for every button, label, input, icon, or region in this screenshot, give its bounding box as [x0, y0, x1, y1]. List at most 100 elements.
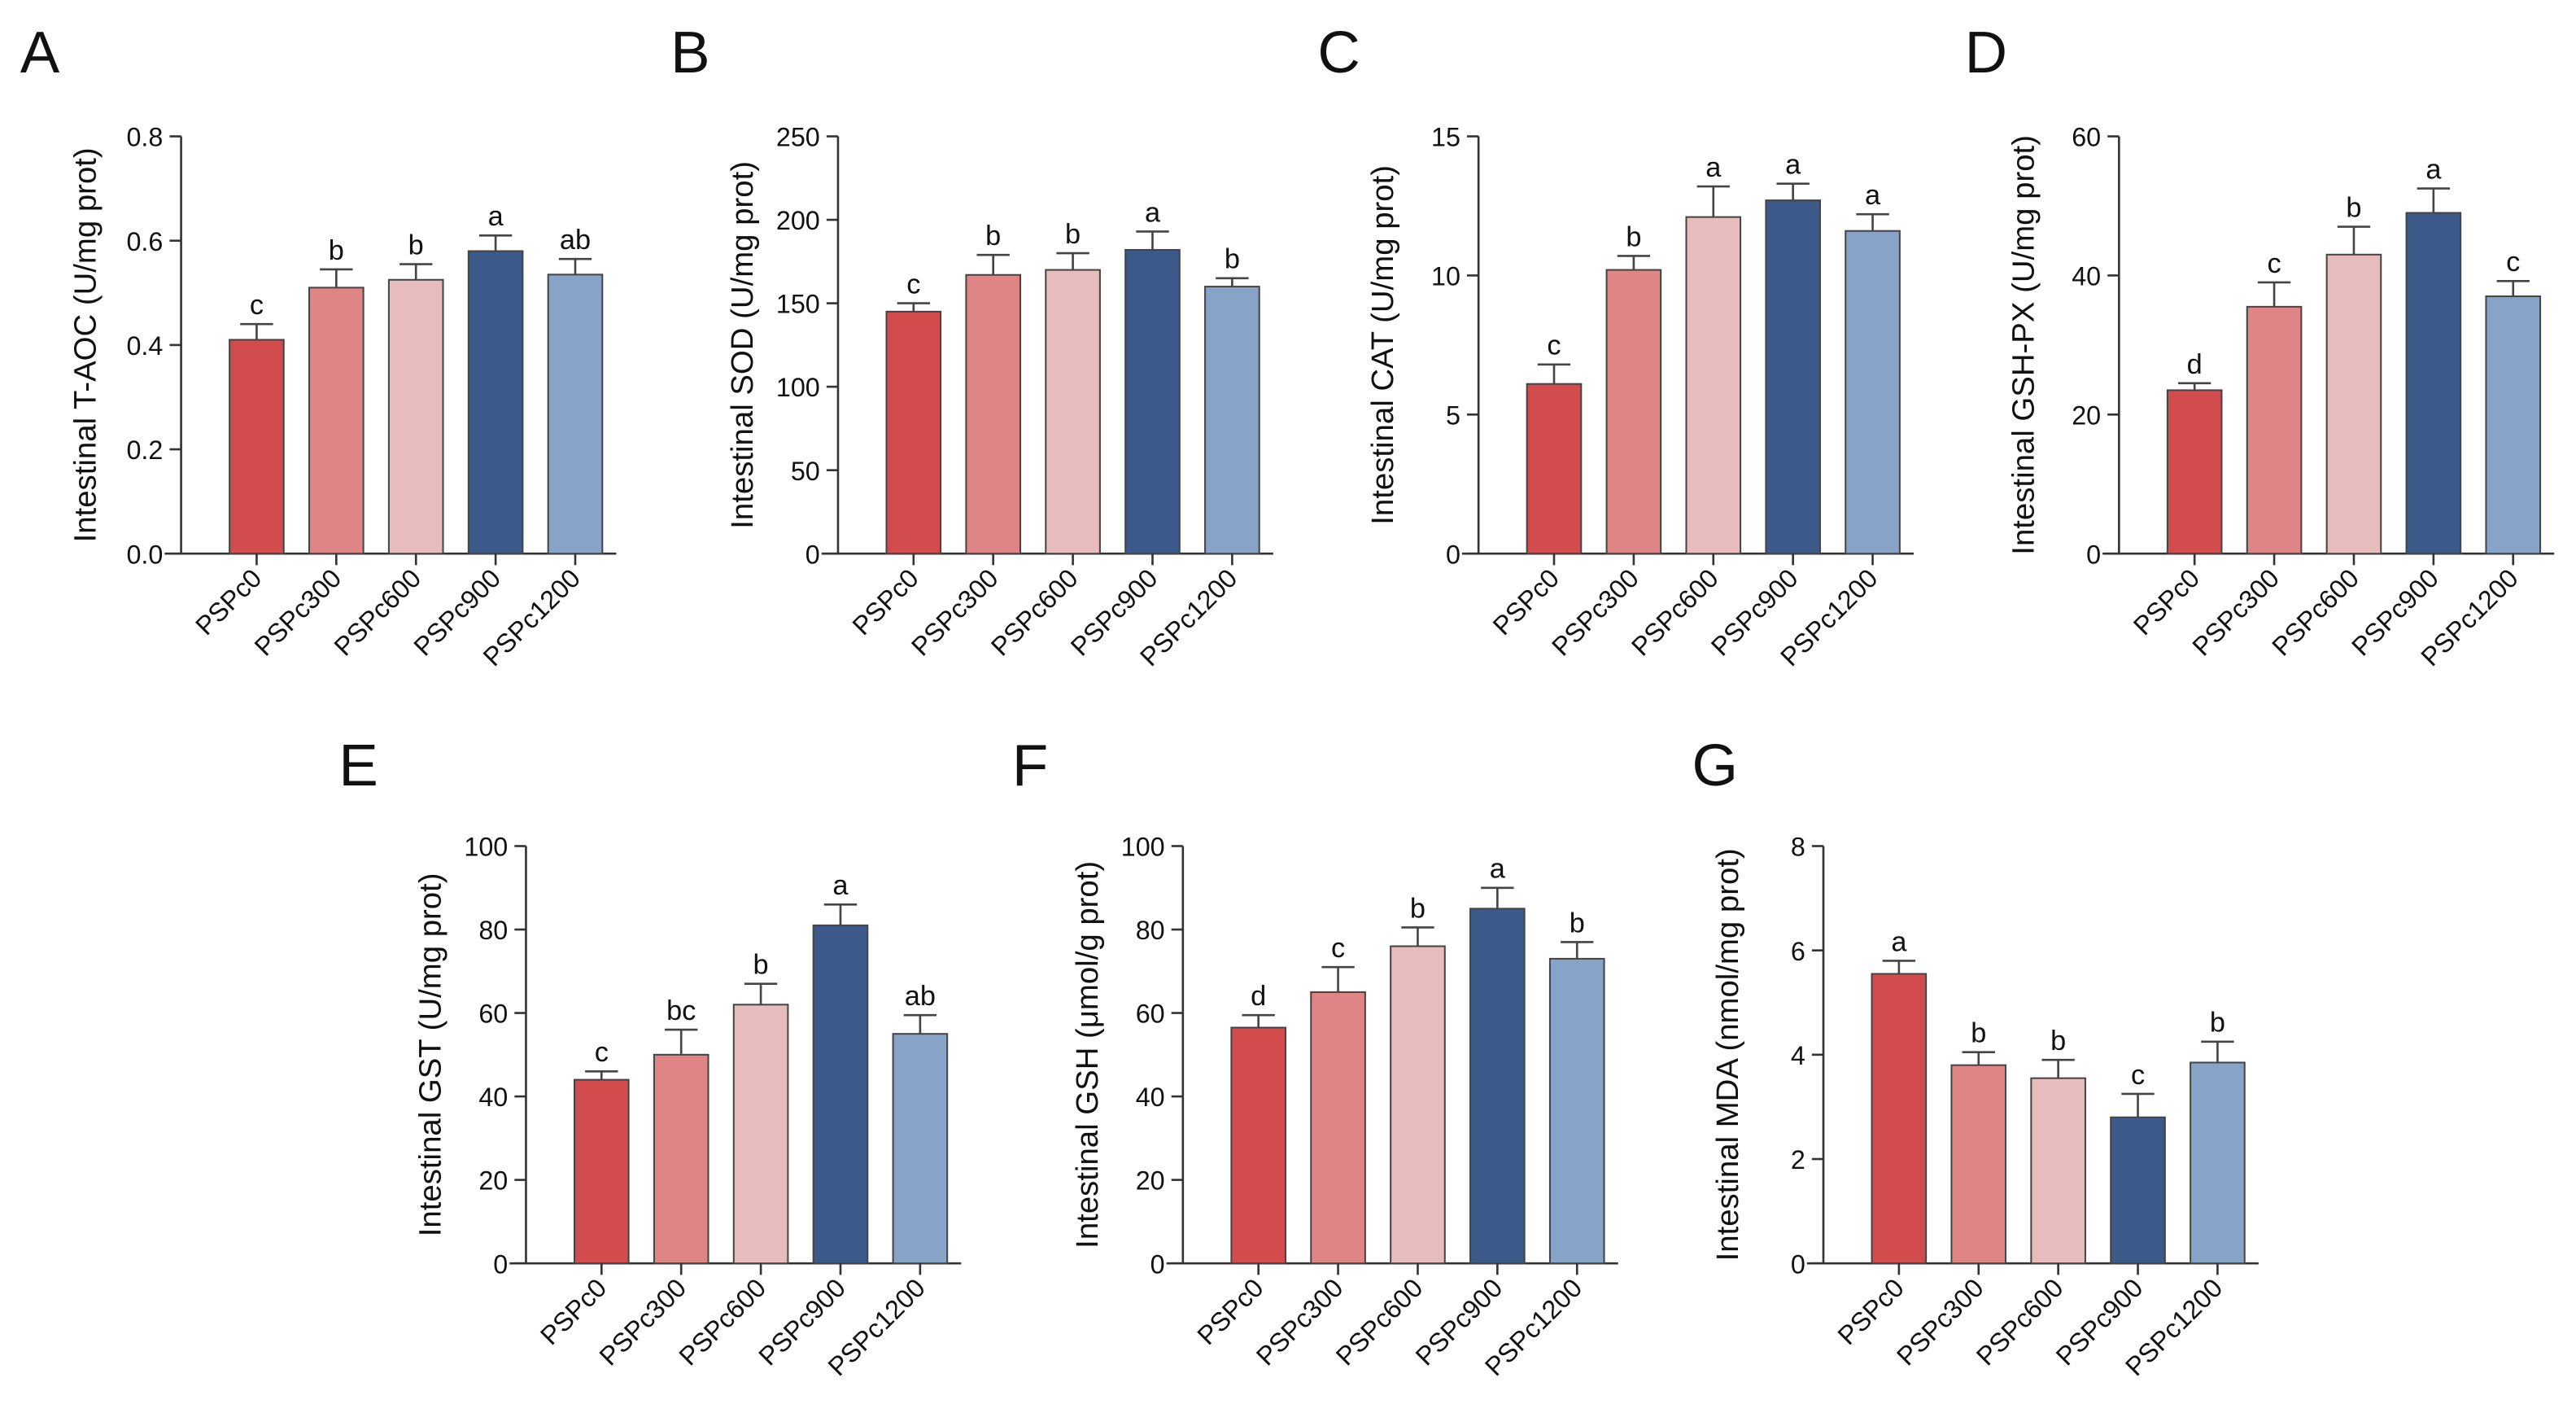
y-tick-label: 80: [1136, 916, 1165, 945]
bar-pspc300: [1605, 269, 1662, 555]
y-tick-label: 15: [1431, 123, 1460, 152]
x-tick-label: PSPc0: [190, 563, 267, 641]
significance-letter: a: [1865, 180, 1881, 211]
y-tick-label: 0.8: [126, 123, 163, 152]
panel-letter: E: [338, 733, 378, 798]
y-tick-label: 250: [776, 123, 820, 152]
bar-pspc600: [1685, 216, 1742, 555]
bar-pspc600: [1045, 269, 1101, 555]
significance-letter: b: [2346, 193, 2361, 224]
significance-letter: b: [329, 235, 344, 266]
significance-letter: b: [1065, 219, 1081, 250]
panel-d: D Intestinal GSH-PX (U/mg prot) 0 20 40 60 d PS…: [1965, 20, 2555, 671]
panel-letter: D: [1965, 20, 2007, 85]
y-tick-label: 8: [1791, 833, 1805, 862]
panel-e: E Intestinal GST (U/mg prot) 0 20 40 60 80 100 c…: [338, 733, 962, 1381]
bar-pspc600: [387, 278, 444, 555]
x-tick-label: PSPc600: [329, 563, 427, 662]
x-tick-label: PSPc300: [594, 1273, 692, 1371]
bar-pspc1200: [1204, 286, 1260, 555]
bar-pspc600: [2325, 253, 2382, 555]
panel-letter: G: [1692, 733, 1739, 798]
y-tick-label: 20: [2072, 400, 2101, 430]
y-tick-label: 100: [464, 833, 508, 862]
y-tick-label: 0.2: [126, 435, 163, 465]
y-axis-label: Intestinal GST (U/mg prot): [413, 873, 448, 1236]
significance-letter: a: [832, 870, 849, 901]
y-tick-label: 150: [776, 290, 820, 319]
y-axis-label: Intestinal GSH-PX (U/mg prot): [2006, 135, 2041, 555]
bar-pspc0: [1871, 973, 1928, 1265]
y-tick-label: 0.6: [126, 227, 163, 256]
bar-pspc1200: [2190, 1061, 2246, 1265]
panel-f: F Intestinal GSH (μmol/g prot) 0 20 40 60 80 10…: [1012, 733, 1618, 1381]
x-tick-label: PSPc600: [673, 1273, 771, 1371]
y-tick-label: 0: [493, 1249, 508, 1279]
bar-pspc1200: [547, 273, 604, 555]
significance-letter: ab: [905, 981, 936, 1012]
y-tick-label: 40: [2072, 262, 2101, 291]
bar-pspc300: [653, 1053, 709, 1265]
y-tick-label: 60: [478, 1000, 508, 1029]
panel-b: B Intestinal SOD (U/mg prot) 0 50 100 150 200 2…: [670, 20, 1273, 671]
significance-letter: b: [1626, 221, 1641, 252]
significance-letter: b: [753, 950, 769, 981]
x-tick-label: PSPc300: [906, 563, 1004, 662]
significance-letter: b: [1410, 893, 1426, 924]
bar-pspc1200: [1845, 230, 1901, 555]
x-tick-label: PSPc300: [1546, 563, 1644, 662]
bar-pspc300: [1950, 1064, 2007, 1265]
x-tick-label: PSPc0: [535, 1273, 612, 1350]
y-tick-label: 0: [2086, 540, 2101, 569]
significance-letter: b: [1225, 244, 1240, 275]
bar-pspc300: [308, 287, 365, 555]
x-tick-label: PSPc0: [847, 563, 924, 641]
bar-pspc1200: [2485, 295, 2542, 555]
x-tick-label: PSPc0: [2128, 563, 2205, 641]
significance-letter: a: [2425, 155, 2442, 186]
x-tick-label: PSPc600: [1626, 563, 1724, 662]
y-axis-label: Intestinal GSH (μmol/g prot): [1070, 861, 1105, 1249]
bar-pspc0: [2166, 389, 2223, 555]
significance-letter: c: [250, 290, 264, 321]
x-tick-label: PSPc300: [249, 563, 347, 662]
y-axis-label: Intestinal T-AOC (U/mg prot): [68, 147, 103, 542]
bar-pspc900: [812, 924, 869, 1265]
bar-pspc600: [1390, 945, 1446, 1265]
y-tick-label: 80: [478, 916, 508, 945]
x-tick-label: PSPc600: [1330, 1273, 1429, 1371]
y-tick-label: 50: [791, 457, 820, 486]
significance-letter: a: [488, 201, 504, 232]
significance-letter: a: [1785, 150, 1801, 181]
significance-letter: ab: [560, 225, 591, 256]
y-tick-label: 0: [806, 540, 820, 569]
bar-pspc600: [732, 1004, 789, 1265]
bar-pspc900: [2405, 212, 2462, 555]
bar-pspc0: [1230, 1026, 1286, 1265]
bar-pspc900: [1765, 199, 1821, 555]
y-tick-label: 6: [1791, 937, 1805, 966]
panel-c: C Intestinal CAT (U/mg prot) 0 5 10 15 c PSPc0 b…: [1317, 20, 1915, 671]
significance-letter: b: [408, 230, 424, 260]
significance-letter: a: [1145, 197, 1161, 228]
bar-pspc600: [2030, 1077, 2086, 1265]
bar-pspc300: [965, 273, 1022, 555]
y-axis-label: Intestinal CAT (U/mg prot): [1365, 165, 1400, 525]
significance-letter: c: [1547, 330, 1561, 361]
x-tick-label: PSPc300: [2186, 563, 2285, 662]
significance-letter: b: [1570, 908, 1585, 938]
significance-letter: c: [595, 1037, 609, 1068]
y-tick-label: 60: [1136, 1000, 1165, 1029]
x-tick-label: PSPc0: [1487, 563, 1565, 641]
significance-letter: b: [1971, 1018, 1986, 1049]
bar-pspc0: [885, 310, 942, 555]
y-tick-label: 4: [1791, 1041, 1805, 1070]
bar-pspc0: [573, 1078, 630, 1265]
bar-pspc900: [2110, 1116, 2166, 1265]
y-axis-label: Intestinal SOD (U/mg prot): [725, 161, 760, 529]
y-axis-label: Intestinal MDA (nmol/mg prot): [1710, 848, 1745, 1261]
significance-letter: b: [2050, 1026, 2066, 1056]
panel-letter: B: [670, 20, 709, 85]
x-tick-label: PSPc0: [1832, 1273, 1910, 1350]
